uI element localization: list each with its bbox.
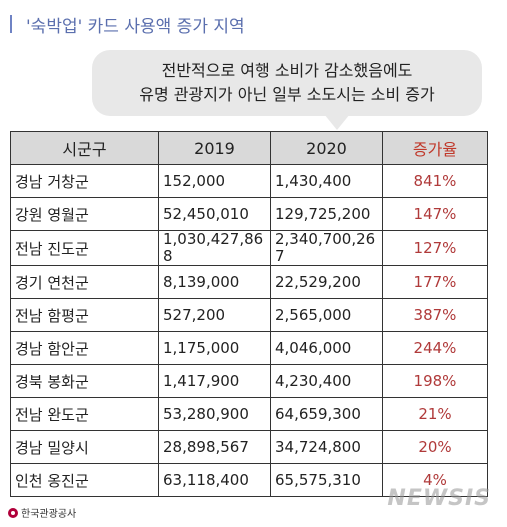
cell-region: 인천 옹진군 — [10, 463, 159, 497]
cell-2020: 64,659,300 — [270, 397, 383, 431]
table-row: 경기 연천군 8,139,000 22,529,200 177% — [10, 265, 488, 299]
cell-region: 경기 연천군 — [10, 265, 159, 299]
cell-rate: 841% — [382, 164, 488, 198]
cell-2020: 129,725,200 — [270, 197, 383, 231]
header-rate: 증가율 — [382, 131, 488, 165]
cell-region: 전남 진도군 — [10, 230, 159, 266]
cell-region: 전남 함평군 — [10, 298, 159, 332]
cell-2019: 1,175,000 — [158, 331, 271, 365]
cell-2020: 1,430,400 — [270, 164, 383, 198]
cell-2020: 4,046,000 — [270, 331, 383, 365]
cell-2020: 4,230,400 — [270, 364, 383, 398]
cell-rate: 20% — [382, 430, 488, 464]
data-table: 시군구 2019 2020 증가율 경남 거창군 152,000 1,430,400… — [10, 131, 488, 497]
cell-region: 경북 봉화군 — [10, 364, 159, 398]
table-row: 경남 함안군 1,175,000 4,046,000 244% — [10, 331, 488, 365]
callout-tail — [324, 114, 350, 130]
cell-rate: 244% — [382, 331, 488, 365]
cell-2019: 53,280,900 — [158, 397, 271, 431]
cell-region: 전남 완도군 — [10, 397, 159, 431]
callout-line-2: 유명 관광지가 아닌 일부 소도시는 소비 증가 — [139, 85, 435, 104]
kto-logo: 한국관광공사 — [8, 505, 76, 520]
table-header-row: 시군구 2019 2020 증가율 — [10, 131, 488, 165]
cell-2020: 2,340,700,267 — [270, 230, 383, 266]
cell-2020: 22,529,200 — [270, 265, 383, 299]
table-row: 전남 진도군 1,030,427,868 2,340,700,267 127% — [10, 230, 488, 266]
callout-bubble: 전반적으로 여행 소비가 감소했음에도 유명 관광지가 아닌 일부 소도시는 소… — [92, 50, 482, 116]
cell-rate: 4% — [382, 463, 488, 497]
title-bar: '숙박업' 카드 사용액 증가 지역 — [10, 10, 245, 38]
cell-rate: 127% — [382, 230, 488, 266]
cell-2019: 8,139,000 — [158, 265, 271, 299]
header-region: 시군구 — [10, 131, 159, 165]
table-row: 전남 함평군 527,200 2,565,000 387% — [10, 298, 488, 332]
table-row: 경북 봉화군 1,417,900 4,230,400 198% — [10, 364, 488, 398]
title-divider — [10, 15, 12, 33]
table-row: 경남 거창군 152,000 1,430,400 841% — [10, 164, 488, 198]
logo-mark-icon — [8, 507, 18, 518]
cell-2019: 152,000 — [158, 164, 271, 198]
cell-2019: 527,200 — [158, 298, 271, 332]
newsis-watermark: NEWSIS — [387, 486, 491, 511]
cell-2020: 34,724,800 — [270, 430, 383, 464]
cell-2019: 63,118,400 — [158, 463, 271, 497]
page-title: '숙박업' 카드 사용액 증가 지역 — [26, 16, 245, 37]
cell-region: 강원 영월군 — [10, 197, 159, 231]
cell-rate: 387% — [382, 298, 488, 332]
cell-region: 경남 거창군 — [10, 164, 159, 198]
cell-region: 경남 함안군 — [10, 331, 159, 365]
table-row: 강원 영월군 52,450,010 129,725,200 147% — [10, 197, 488, 231]
cell-rate: 198% — [382, 364, 488, 398]
table-row: 인천 옹진군 63,118,400 65,575,310 4% — [10, 463, 488, 497]
cell-region: 경남 밀양시 — [10, 430, 159, 464]
cell-2020: 2,565,000 — [270, 298, 383, 332]
cell-2019: 28,898,567 — [158, 430, 271, 464]
cell-2019: 1,417,900 — [158, 364, 271, 398]
header-2019: 2019 — [158, 131, 271, 165]
table-row: 경남 밀양시 28,898,567 34,724,800 20% — [10, 430, 488, 464]
callout-line-1: 전반적으로 여행 소비가 감소했음에도 — [161, 61, 413, 80]
table-row: 전남 완도군 53,280,900 64,659,300 21% — [10, 397, 488, 431]
cell-2019: 52,450,010 — [158, 197, 271, 231]
cell-rate: 21% — [382, 397, 488, 431]
header-2020: 2020 — [270, 131, 383, 165]
cell-rate: 147% — [382, 197, 488, 231]
cell-2020: 65,575,310 — [270, 463, 383, 497]
logo-text: 한국관광공사 — [21, 509, 77, 520]
cell-2019: 1,030,427,868 — [158, 230, 271, 266]
cell-rate: 177% — [382, 265, 488, 299]
